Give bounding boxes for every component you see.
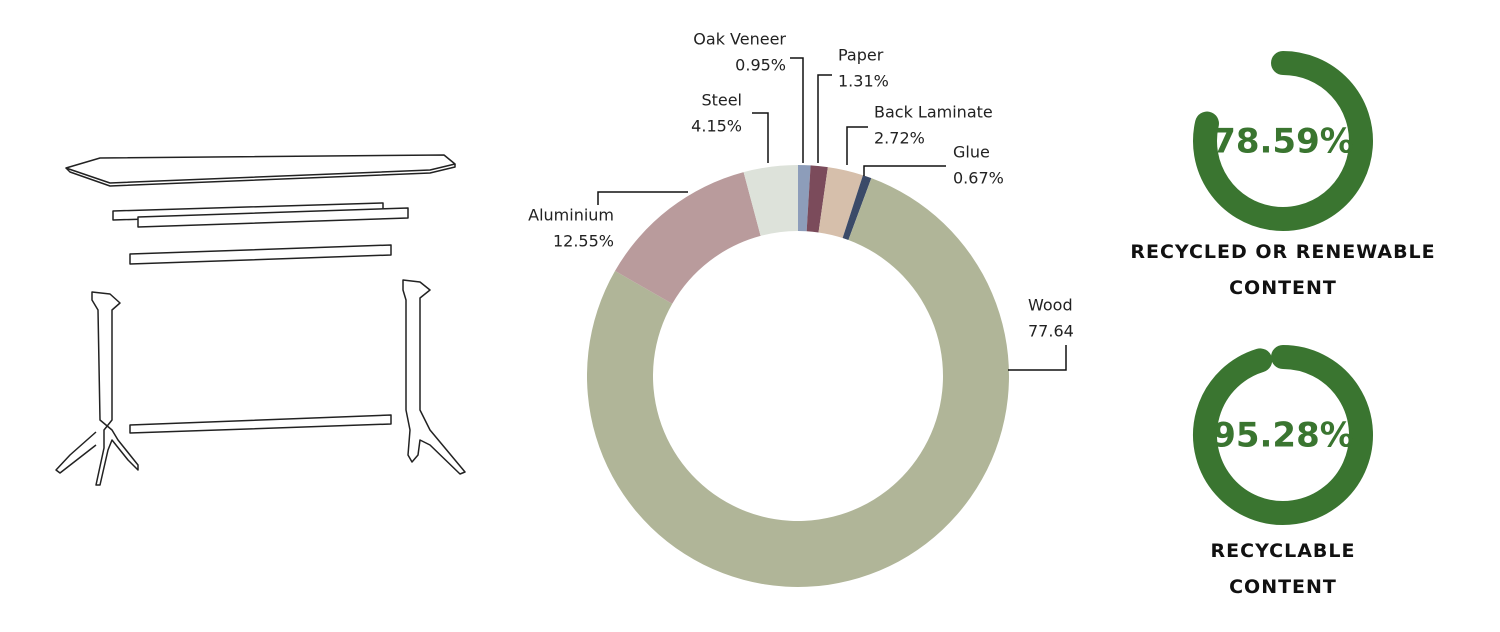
donut-segment [743,165,798,236]
donut-segment [798,165,811,232]
segment-label: Aluminium [528,206,614,225]
leader-line [863,165,946,176]
leader-line [597,191,688,205]
segment-value: 4.15% [691,117,742,136]
gauge-label: RECYCLABLE CONTENT [1210,540,1356,598]
leader-line [817,74,832,163]
gauge-arc [1193,51,1373,231]
segment-label: Glue [953,143,990,162]
donut-segment [818,167,863,239]
leader-line [846,126,868,165]
donut-segment [806,165,828,233]
segment-label: Paper [838,46,884,65]
segment-label: Back Laminate [874,103,993,122]
gauge-value: 95.28% [1212,416,1354,456]
segment-value: 77.64 [1028,322,1074,341]
segment-label: Steel [701,91,742,110]
segment-label: Oak Veneer [693,30,786,49]
segment-label: Wood [1028,296,1073,315]
donut-segment [615,172,761,304]
leader-line [790,57,804,163]
segment-value: 0.95% [735,56,786,75]
segment-value: 2.72% [874,129,925,148]
donut-segment [842,175,872,241]
gauge-value: 78.59% [1212,122,1354,162]
gauge-arc [1193,345,1373,525]
donut-segment [587,178,1009,588]
segment-value: 12.55% [553,232,614,251]
leader-line [1008,345,1067,371]
table-illustration [55,154,466,486]
segment-value: 1.31% [838,72,889,91]
segment-value: 0.67% [953,169,1004,188]
gauge-label: RECYCLED OR RENEWABLE CONTENT [1130,241,1436,299]
leader-line [752,112,769,163]
